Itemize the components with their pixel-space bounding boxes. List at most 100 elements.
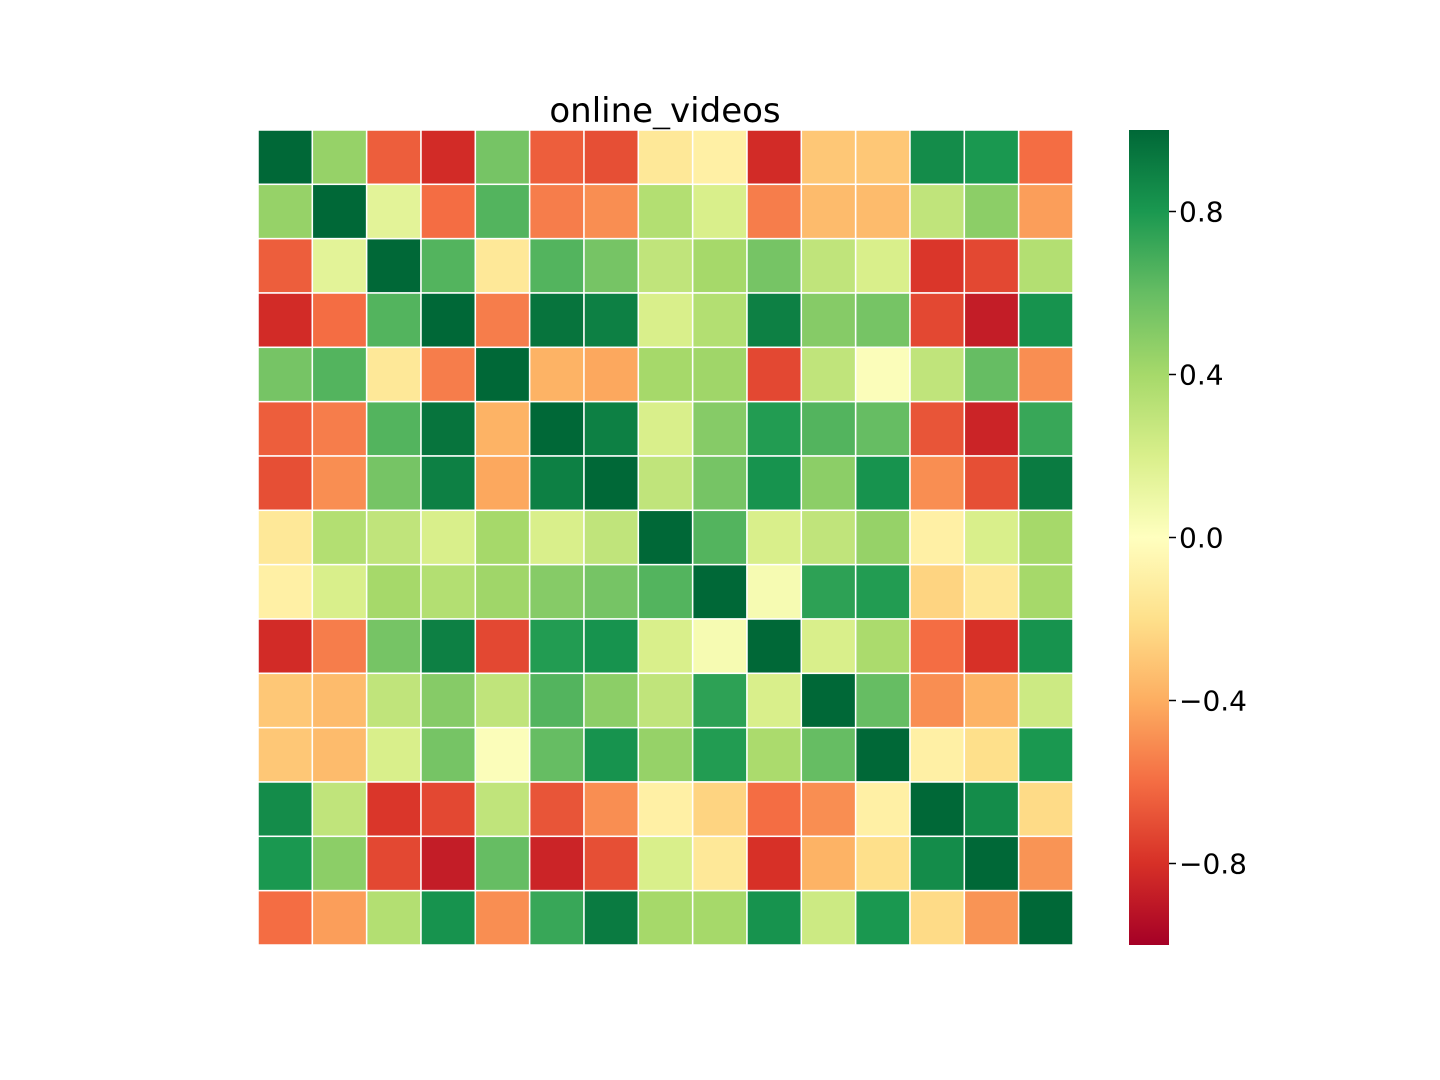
heatmap-cell-r6-c5	[528, 455, 585, 512]
heatmap-cell-r8-c6	[583, 563, 640, 620]
heatmap-cell-r9-c9	[746, 618, 803, 675]
heatmap-cell-r9-c13	[963, 618, 1020, 675]
heatmap-cell-r9-c6	[583, 618, 640, 675]
heatmap-cell-r14-c5	[528, 889, 585, 946]
heatmap-cell-r11-c7	[637, 726, 694, 783]
heatmap-cell-r1-c0	[257, 183, 314, 240]
heatmap-cell-r1-c5	[528, 183, 585, 240]
heatmap-cell-r8-c1	[311, 563, 368, 620]
heatmap-cell-r1-c10	[800, 183, 857, 240]
heatmap-cell-r10-c4	[474, 672, 531, 729]
heatmap-cell-r10-c2	[365, 672, 422, 729]
heatmap-cell-r11-c3	[420, 726, 477, 783]
heatmap-cell-r11-c5	[528, 726, 585, 783]
heatmap-cell-r3-c4	[474, 292, 531, 349]
heatmap-cell-r3-c1	[311, 292, 368, 349]
heatmap-cell-r3-c14	[1017, 292, 1074, 349]
heatmap-cell-r8-c0	[257, 563, 314, 620]
heatmap-cell-r6-c7	[637, 455, 694, 512]
heatmap-cell-r8-c11	[854, 563, 911, 620]
heatmap-cell-r3-c6	[583, 292, 640, 349]
heatmap-cell-r4-c9	[746, 346, 803, 403]
heatmap-cell-r14-c6	[583, 889, 640, 946]
heatmap-cell-r11-c14	[1017, 726, 1074, 783]
heatmap-cell-r9-c12	[909, 618, 966, 675]
heatmap-cell-r13-c4	[474, 835, 531, 892]
heatmap-cell-r3-c13	[963, 292, 1020, 349]
heatmap-cell-r8-c13	[963, 563, 1020, 620]
heatmap-cell-r6-c12	[909, 455, 966, 512]
heatmap-cell-r3-c8	[691, 292, 748, 349]
heatmap-cell-r5-c3	[420, 400, 477, 457]
heatmap-cell-r7-c11	[854, 509, 911, 566]
heatmap-cell-r13-c1	[311, 835, 368, 892]
heatmap-cell-r0-c1	[311, 129, 368, 186]
heatmap-grid	[257, 129, 1074, 946]
heatmap-cell-r6-c14	[1017, 455, 1074, 512]
heatmap-cell-r5-c10	[800, 400, 857, 457]
heatmap-cell-r1-c11	[854, 183, 911, 240]
heatmap-cell-r5-c7	[637, 400, 694, 457]
heatmap-cell-r12-c3	[420, 781, 477, 838]
heatmap-cell-r13-c12	[909, 835, 966, 892]
heatmap-cell-r12-c8	[691, 781, 748, 838]
heatmap-cell-r1-c13	[963, 183, 1020, 240]
heatmap-cell-r0-c9	[746, 129, 803, 186]
heatmap-cell-r5-c1	[311, 400, 368, 457]
heatmap-cell-r7-c13	[963, 509, 1020, 566]
heatmap-cell-r8-c3	[420, 563, 477, 620]
heatmap-cell-r2-c11	[854, 237, 911, 294]
heatmap-cell-r0-c4	[474, 129, 531, 186]
heatmap-cell-r0-c11	[854, 129, 911, 186]
heatmap-cell-r12-c13	[963, 781, 1020, 838]
heatmap-cell-r4-c10	[800, 346, 857, 403]
heatmap-cell-r2-c8	[691, 237, 748, 294]
heatmap-cell-r11-c10	[800, 726, 857, 783]
heatmap-cell-r5-c2	[365, 400, 422, 457]
heatmap-cell-r14-c0	[257, 889, 314, 946]
heatmap-cell-r13-c13	[963, 835, 1020, 892]
heatmap-cell-r1-c6	[583, 183, 640, 240]
heatmap-cell-r3-c12	[909, 292, 966, 349]
heatmap-cell-r11-c2	[365, 726, 422, 783]
heatmap-cell-r10-c9	[746, 672, 803, 729]
heatmap-cell-r5-c4	[474, 400, 531, 457]
colorbar-tick-label: −0.4	[1179, 685, 1247, 718]
heatmap-cell-r1-c4	[474, 183, 531, 240]
colorbar: 0.8 0.4 0.0 −0.4 −0.8	[1129, 130, 1247, 945]
heatmap-cell-r0-c7	[637, 129, 694, 186]
heatmap-cell-r0-c0	[257, 129, 314, 186]
heatmap-cell-r3-c7	[637, 292, 694, 349]
heatmap-cell-r10-c14	[1017, 672, 1074, 729]
heatmap-cell-r4-c13	[963, 346, 1020, 403]
heatmap-cell-r2-c1	[311, 237, 368, 294]
heatmap-cell-r4-c6	[583, 346, 640, 403]
heatmap-cell-r11-c1	[311, 726, 368, 783]
heatmap-cell-r9-c1	[311, 618, 368, 675]
heatmap-cell-r7-c7	[637, 509, 694, 566]
heatmap-cell-r12-c10	[800, 781, 857, 838]
heatmap-cell-r2-c14	[1017, 237, 1074, 294]
heatmap-cell-r14-c9	[746, 889, 803, 946]
heatmap-cell-r4-c11	[854, 346, 911, 403]
heatmap-cell-r5-c12	[909, 400, 966, 457]
heatmap-cell-r1-c12	[909, 183, 966, 240]
heatmap-cell-r14-c8	[691, 889, 748, 946]
heatmap-cell-r6-c9	[746, 455, 803, 512]
heatmap-cell-r1-c7	[637, 183, 694, 240]
heatmap-cell-r1-c3	[420, 183, 477, 240]
heatmap-cell-r2-c9	[746, 237, 803, 294]
heatmap-cell-r0-c10	[800, 129, 857, 186]
heatmap-cell-r2-c4	[474, 237, 531, 294]
heatmap-cell-r0-c13	[963, 129, 1020, 186]
heatmap-cell-r4-c8	[691, 346, 748, 403]
heatmap-cell-r1-c2	[365, 183, 422, 240]
heatmap-cell-r13-c0	[257, 835, 314, 892]
heatmap-cell-r4-c5	[528, 346, 585, 403]
heatmap-cell-r7-c6	[583, 509, 640, 566]
heatmap-cell-r8-c14	[1017, 563, 1074, 620]
heatmap-cell-r14-c13	[963, 889, 1020, 946]
heatmap-cell-r8-c4	[474, 563, 531, 620]
heatmap-cell-r3-c9	[746, 292, 803, 349]
heatmap-cell-r11-c9	[746, 726, 803, 783]
